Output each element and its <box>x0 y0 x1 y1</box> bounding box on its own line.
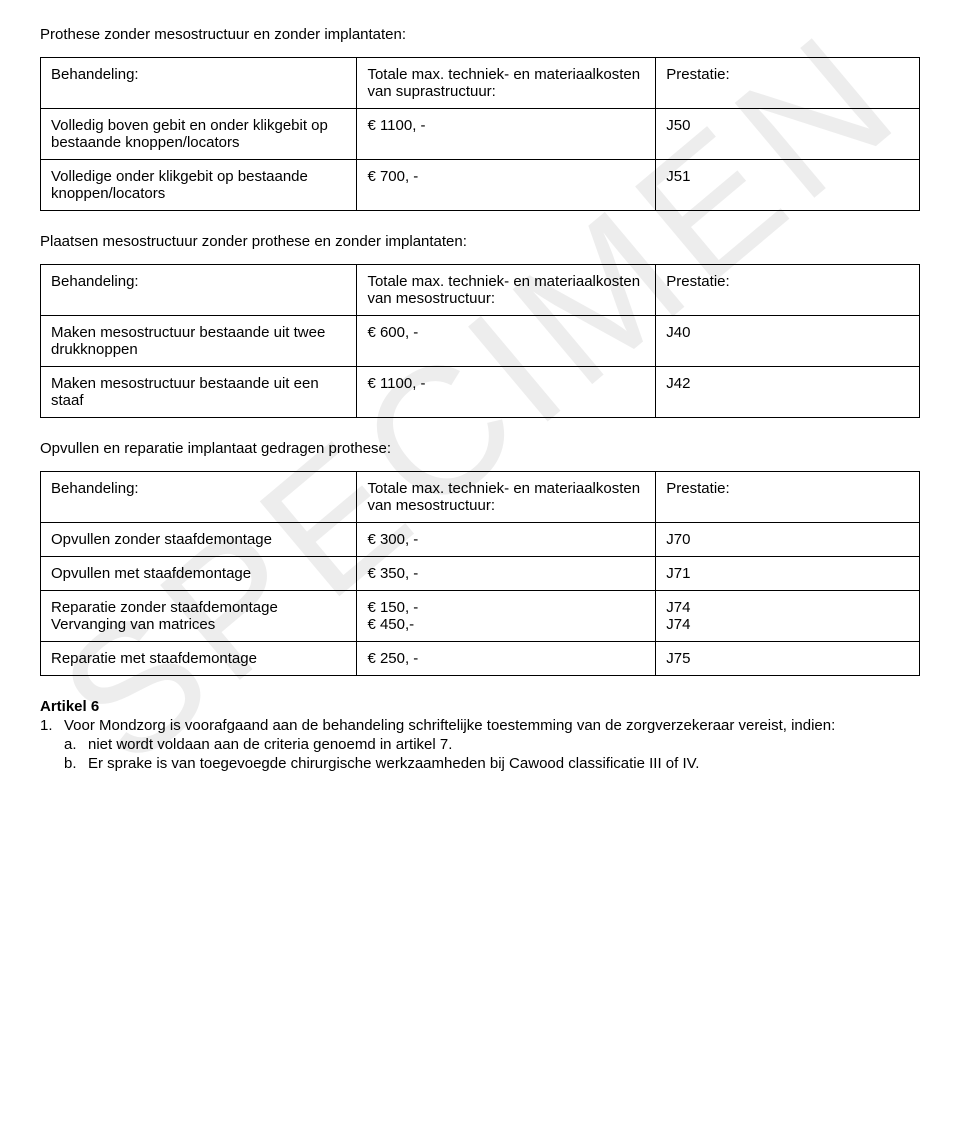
table-header-row: Behandeling: Totale max. techniek- en ma… <box>41 265 920 316</box>
document-content: Prothese zonder mesostructuur en zonder … <box>40 26 920 774</box>
cell: € 350, - <box>357 557 656 591</box>
table-row: Maken mesostructuur bestaande uit twee d… <box>41 316 920 367</box>
list-number: 1. <box>40 717 64 774</box>
cell: € 150, - € 450,- <box>357 591 656 642</box>
list-letter: b. <box>64 755 88 772</box>
cell: J42 <box>656 367 920 418</box>
cell: J70 <box>656 523 920 557</box>
table-row: Volledige onder klikgebit op bestaande k… <box>41 160 920 211</box>
cell: Reparatie met staafdemontage <box>41 642 357 676</box>
header-cell: Totale max. techniek- en materiaalkosten… <box>357 472 656 523</box>
header-cell: Prestatie: <box>656 472 920 523</box>
cell: J71 <box>656 557 920 591</box>
section1-title: Prothese zonder mesostructuur en zonder … <box>40 26 920 43</box>
table-header-row: Behandeling: Totale max. techniek- en ma… <box>41 472 920 523</box>
table-row: Reparatie zonder staafdemontage Vervangi… <box>41 591 920 642</box>
cell: J40 <box>656 316 920 367</box>
list-item: b. Er sprake is van toegevoegde chirurgi… <box>64 755 920 772</box>
cell: € 300, - <box>357 523 656 557</box>
cell: Opvullen met staafdemontage <box>41 557 357 591</box>
cell: € 700, - <box>357 160 656 211</box>
section2-table: Behandeling: Totale max. techniek- en ma… <box>40 264 920 418</box>
header-cell: Behandeling: <box>41 58 357 109</box>
section3-title: Opvullen en reparatie implantaat gedrage… <box>40 440 920 457</box>
header-cell: Totale max. techniek- en materiaalkosten… <box>357 58 656 109</box>
cell: € 250, - <box>357 642 656 676</box>
cell: J50 <box>656 109 920 160</box>
cell: € 1100, - <box>357 367 656 418</box>
table-header-row: Behandeling: Totale max. techniek- en ma… <box>41 58 920 109</box>
list-item: 1. Voor Mondzorg is voorafgaand aan de b… <box>40 717 920 774</box>
article-list: 1. Voor Mondzorg is voorafgaand aan de b… <box>40 717 920 774</box>
section2-title: Plaatsen mesostructuur zonder prothese e… <box>40 233 920 250</box>
cell: J51 <box>656 160 920 211</box>
item-text: Voor Mondzorg is voorafgaand aan de beha… <box>64 717 835 734</box>
article-title: Artikel 6 <box>40 698 920 715</box>
table-row: Opvullen zonder staafdemontage € 300, - … <box>41 523 920 557</box>
cell: € 600, - <box>357 316 656 367</box>
cell: Volledige onder klikgebit op bestaande k… <box>41 160 357 211</box>
header-cell: Prestatie: <box>656 58 920 109</box>
table-row: Maken mesostructuur bestaande uit een st… <box>41 367 920 418</box>
list-letter: a. <box>64 736 88 753</box>
list-text: niet wordt voldaan aan de criteria genoe… <box>88 736 920 753</box>
table-row: Opvullen met staafdemontage € 350, - J71 <box>41 557 920 591</box>
table-row: Reparatie met staafdemontage € 250, - J7… <box>41 642 920 676</box>
cell: J74 J74 <box>656 591 920 642</box>
article-sublist: a. niet wordt voldaan aan de criteria ge… <box>64 736 920 772</box>
cell: Opvullen zonder staafdemontage <box>41 523 357 557</box>
cell: € 1100, - <box>357 109 656 160</box>
header-cell: Behandeling: <box>41 265 357 316</box>
cell: J75 <box>656 642 920 676</box>
header-cell: Behandeling: <box>41 472 357 523</box>
cell: Reparatie zonder staafdemontage Vervangi… <box>41 591 357 642</box>
list-text: Voor Mondzorg is voorafgaand aan de beha… <box>64 717 920 774</box>
list-text: Er sprake is van toegevoegde chirurgisch… <box>88 755 920 772</box>
table-row: Volledig boven gebit en onder klikgebit … <box>41 109 920 160</box>
header-cell: Prestatie: <box>656 265 920 316</box>
cell: Volledig boven gebit en onder klikgebit … <box>41 109 357 160</box>
section3-table: Behandeling: Totale max. techniek- en ma… <box>40 471 920 676</box>
cell: Maken mesostructuur bestaande uit twee d… <box>41 316 357 367</box>
header-cell: Totale max. techniek- en materiaalkosten… <box>357 265 656 316</box>
cell: Maken mesostructuur bestaande uit een st… <box>41 367 357 418</box>
section1-table: Behandeling: Totale max. techniek- en ma… <box>40 57 920 211</box>
list-item: a. niet wordt voldaan aan de criteria ge… <box>64 736 920 753</box>
